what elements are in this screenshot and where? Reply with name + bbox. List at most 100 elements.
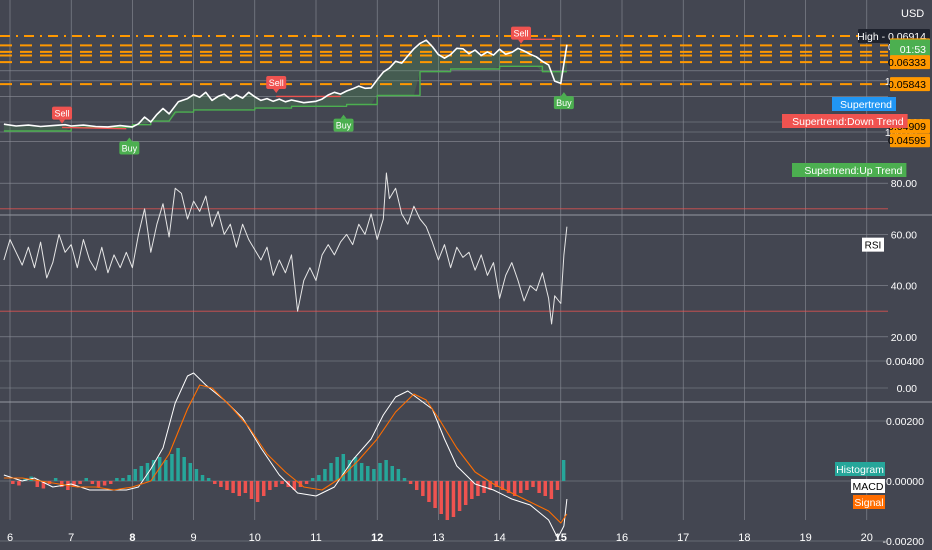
macd-histogram-bar xyxy=(525,481,529,490)
time-tick-label: 19 xyxy=(799,532,811,544)
macd-tag-histogram: Histogram xyxy=(835,462,885,476)
price-line xyxy=(3,39,568,128)
macd-histogram-bar xyxy=(488,481,492,490)
price-label-bg xyxy=(890,55,930,70)
macd-histogram-bar xyxy=(537,481,541,493)
macd-histogram-bar xyxy=(304,481,309,484)
macd-histogram-bar xyxy=(121,478,125,481)
macd-histogram-bar xyxy=(225,481,229,490)
macd-histogram-bar xyxy=(317,475,321,481)
macd-histogram-bar xyxy=(200,475,205,481)
macd-histogram-bar xyxy=(396,469,401,481)
indicator-tag-bg xyxy=(782,114,908,128)
macd-histogram-bar xyxy=(378,463,382,481)
macd-histogram-bar xyxy=(35,481,40,487)
rsi-label-text: RSI xyxy=(865,241,882,252)
macd-histogram-bar xyxy=(506,481,511,493)
macd-histogram-bar xyxy=(90,481,95,484)
macd-histogram-bar xyxy=(372,469,376,481)
macd-histogram-bar xyxy=(127,475,131,481)
time-tick-label: 18 xyxy=(738,532,750,544)
indicator-tag-st_up: Supertrend:Up Trend xyxy=(792,163,907,177)
time-tick-label: 20 xyxy=(861,532,873,544)
time-tick-label: 8 xyxy=(129,532,135,544)
macd-histogram-bar xyxy=(470,481,474,499)
rsi-label-tag: RSI xyxy=(862,237,884,252)
macd-histogram-bar xyxy=(139,466,144,481)
signal-box xyxy=(511,26,532,40)
macd-histogram-bar xyxy=(194,469,199,481)
macd-histogram-bar xyxy=(145,463,150,481)
macd-histogram-bar xyxy=(408,481,413,484)
macd-histogram-bar xyxy=(292,481,297,490)
time-tick-label: 14 xyxy=(493,532,505,544)
rsi-axis-tick: 40.00 xyxy=(891,281,917,293)
macd-histogram-bar xyxy=(84,478,88,481)
sell-signal-marker[interactable]: Sell xyxy=(52,106,73,124)
indicator-tag-bg xyxy=(792,163,907,177)
signal-pointer xyxy=(340,114,347,119)
rsi-line xyxy=(3,172,568,325)
macd-histogram-bar xyxy=(421,481,425,496)
macd-histogram-bar xyxy=(182,457,186,481)
macd-histogram-bar xyxy=(243,481,248,493)
macd-tag-bg xyxy=(853,495,885,509)
macd-histogram-bar xyxy=(213,481,217,484)
macd-histogram-bar xyxy=(72,481,76,487)
price-label-bg xyxy=(890,133,930,148)
macd-histogram-bar xyxy=(249,481,254,499)
macd-line xyxy=(3,372,568,539)
macd-axis-tick: 0.00200 xyxy=(886,416,924,428)
macd-histogram-bar xyxy=(53,478,58,481)
macd-histogram-bar xyxy=(231,481,235,493)
macd-tag-text: MACD xyxy=(853,481,884,493)
macd-tag-bg xyxy=(851,479,885,493)
macd-histogram-bar xyxy=(531,481,535,487)
macd-histogram-bar xyxy=(280,481,284,484)
buy-signal-marker[interactable]: Buy xyxy=(333,114,354,132)
time-tick-label: 11 xyxy=(310,532,321,544)
macd-histogram-bar xyxy=(494,481,499,487)
macd-histogram-bar xyxy=(23,478,27,481)
buy-signal-marker[interactable]: Buy xyxy=(119,137,140,155)
price-label-text: 0.06333 xyxy=(888,57,926,69)
price-label-p04595: 0.04595 xyxy=(888,133,930,148)
macd-histogram-bar xyxy=(133,469,137,481)
signal-box xyxy=(52,106,73,120)
macd-histogram-bar xyxy=(433,481,437,508)
macd-histogram-bar xyxy=(329,463,333,481)
macd-histogram-bar xyxy=(11,481,15,484)
time-tick-label: 15 xyxy=(555,532,567,544)
macd-histogram-bar xyxy=(359,463,364,481)
macd-tag-signal: Signal xyxy=(853,495,885,509)
signal-box xyxy=(333,118,354,132)
time-tick-label: 9 xyxy=(191,532,197,544)
macd-histogram-bar xyxy=(261,481,266,496)
macd-histogram-bar xyxy=(366,466,370,481)
sell-signal-marker[interactable]: Sell xyxy=(266,76,287,94)
buy-signal-marker[interactable]: Buy xyxy=(553,92,574,110)
price-label-countdown: 01:53 xyxy=(890,42,930,57)
macd-histogram-bar xyxy=(206,478,211,481)
macd-axis-tick: 0.00000 xyxy=(886,476,924,488)
time-axis[interactable]: 6 7 8 9 10 11 12 13 14 15 16 17 18 19 20 xyxy=(7,532,873,544)
sell-signal-marker[interactable]: Sell xyxy=(511,26,532,44)
price-label-bg xyxy=(890,77,930,92)
signal-label: Sell xyxy=(55,109,70,119)
macd-histogram-bar xyxy=(347,460,352,481)
macd-histogram-bar xyxy=(384,460,388,481)
indicator-tag-text: Supertrend:Down Trend xyxy=(792,116,904,128)
price-label-p06333: 0.06333 xyxy=(888,55,930,70)
macd-histogram-bar xyxy=(41,481,46,489)
macd-histogram-bar xyxy=(427,481,431,502)
macd-axis-tick: 0.00400 xyxy=(886,356,924,368)
signal-label: Buy xyxy=(556,98,572,108)
price-label-p05843: 0.05843 xyxy=(888,77,930,92)
macd-histogram-bar xyxy=(108,481,113,484)
signal-label: Buy xyxy=(122,143,138,153)
macd-histogram-bar xyxy=(439,481,443,514)
signal-pointer xyxy=(59,119,66,124)
signal-box xyxy=(553,96,574,110)
